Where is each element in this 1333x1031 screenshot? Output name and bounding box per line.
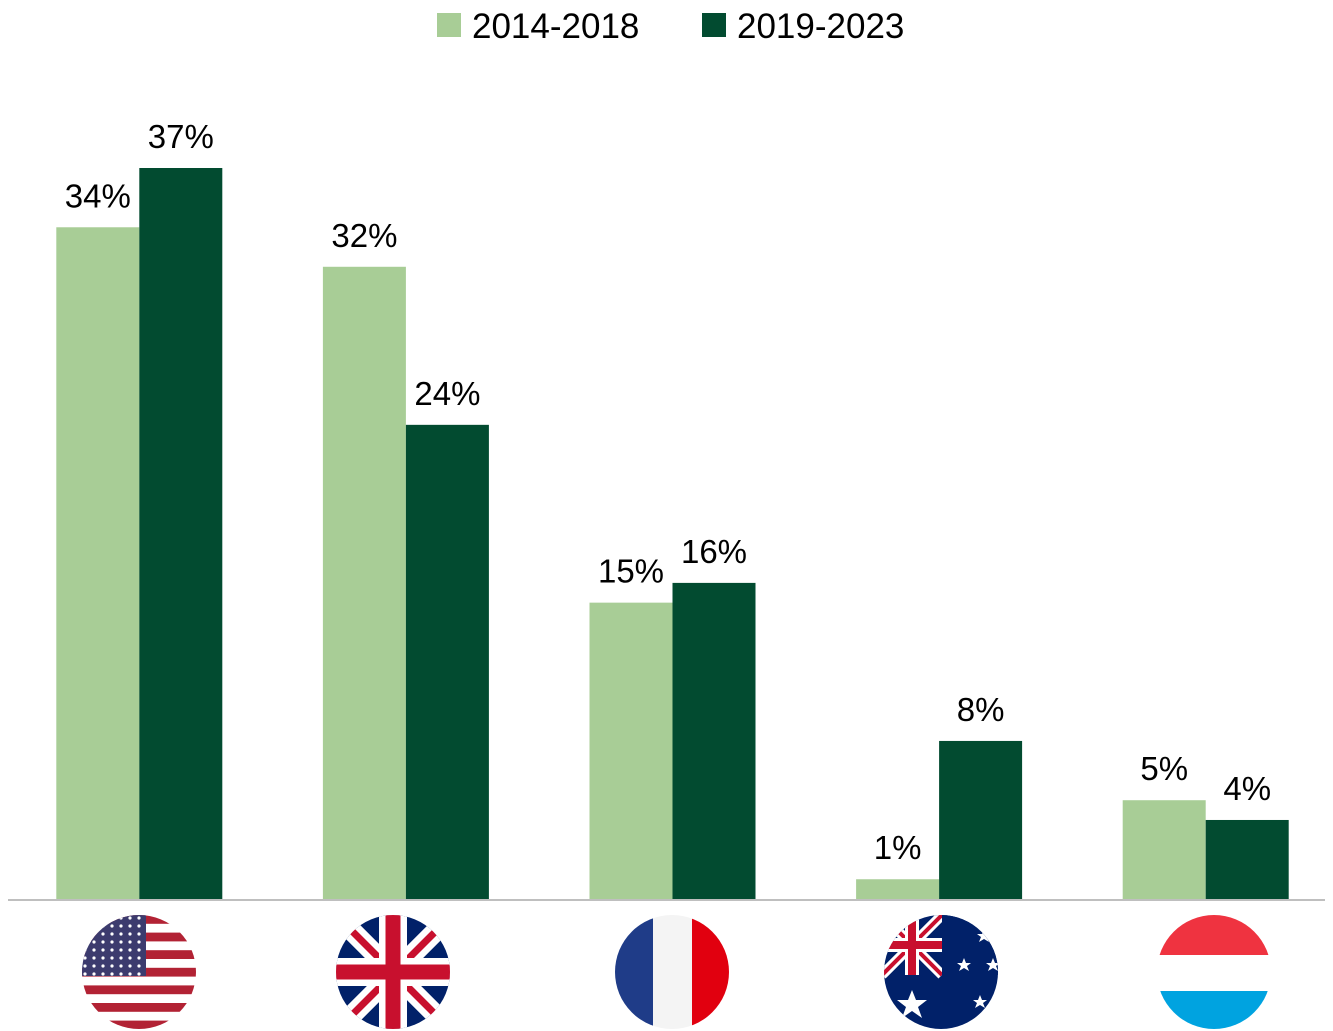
bar [139,168,223,899]
bar [672,582,756,899]
legend-swatch [702,13,726,37]
value-label: 24% [414,375,480,412]
flag-uk [336,915,450,1029]
value-label: 37% [148,118,214,155]
bar [1122,800,1206,899]
value-label: 5% [1140,750,1188,787]
bar [322,266,406,899]
value-label: 8% [957,691,1005,728]
value-label: 32% [331,217,397,254]
flag-australia [884,915,998,1029]
bar [589,602,673,899]
bar [856,879,940,899]
value-label: 16% [681,533,747,570]
bar [1205,819,1289,899]
flag-us [82,915,196,1029]
bar [405,424,489,899]
value-label: 4% [1223,770,1271,807]
value-label: 15% [598,553,664,590]
bar [939,740,1023,899]
flag-luxembourg [1157,915,1271,1029]
value-label: 1% [874,829,922,866]
legend-swatch [437,13,461,37]
value-label: 34% [65,177,131,214]
legend-label: 2019-2023 [737,7,904,46]
flag-france [615,915,729,1029]
legend-label: 2014-2018 [472,7,639,46]
bar [56,227,140,899]
